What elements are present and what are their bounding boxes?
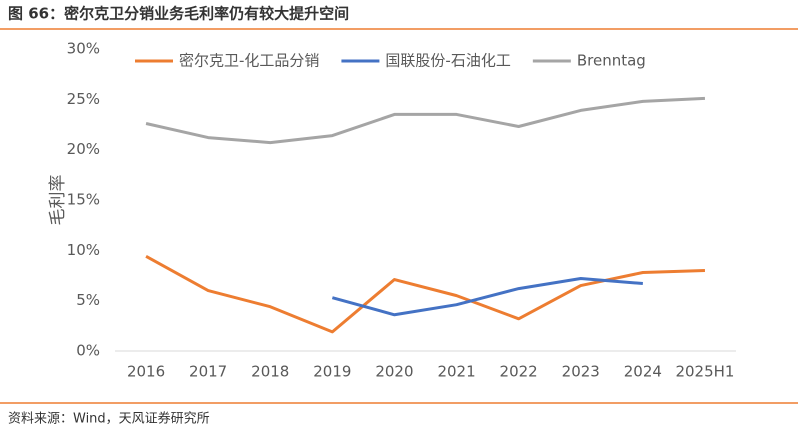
chart-title: 图 66：密尔克卫分销业务毛利率仍有较大提升空间 bbox=[8, 5, 349, 23]
y-tick-label: 30% bbox=[67, 40, 100, 58]
data-line bbox=[145, 96, 706, 145]
y-tick-label: 15% bbox=[67, 191, 100, 209]
y-tick-label: 10% bbox=[67, 241, 100, 259]
y-axis-label: 毛利率 bbox=[48, 175, 68, 226]
x-tick-label: 2023 bbox=[562, 363, 600, 381]
y-tick-label: 5% bbox=[76, 291, 100, 309]
legend-label: 国联股份-石油化工 bbox=[385, 52, 510, 70]
x-tick-label: 2021 bbox=[437, 363, 475, 381]
legend-label: Brenntag bbox=[577, 52, 646, 70]
x-tick-label: 2025H1 bbox=[675, 363, 734, 381]
y-tick-label: 0% bbox=[76, 342, 100, 360]
x-tick-label: 2020 bbox=[375, 363, 413, 381]
source-note: 资料来源：Wind，天风证券研究所 bbox=[8, 411, 210, 427]
data-line bbox=[331, 277, 643, 317]
x-tick-label: 2022 bbox=[500, 363, 538, 381]
data-line bbox=[145, 255, 705, 334]
y-tick-label: 20% bbox=[67, 140, 100, 158]
y-tick-label: 25% bbox=[67, 90, 100, 108]
x-tick-label: 2018 bbox=[251, 363, 289, 381]
legend-label: 密尔克卫-化工品分销 bbox=[179, 52, 319, 70]
x-tick-label: 2017 bbox=[189, 363, 227, 381]
x-tick-label: 2024 bbox=[624, 363, 662, 381]
x-tick-label: 2016 bbox=[127, 363, 165, 381]
x-tick-label: 2019 bbox=[313, 363, 351, 381]
